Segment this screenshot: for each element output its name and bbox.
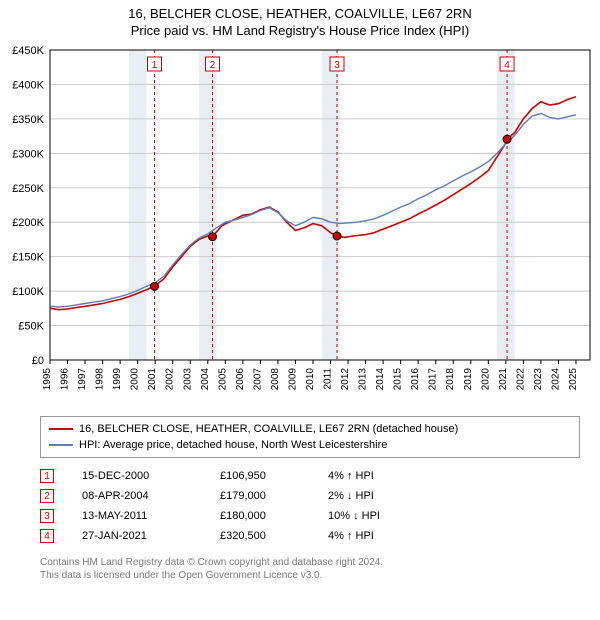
x-tick-label: 2012	[340, 368, 351, 391]
y-tick-label: £100K	[12, 286, 44, 298]
footer-line-2: This data is licensed under the Open Gov…	[40, 569, 580, 582]
legend-label: 16, BELCHER CLOSE, HEATHER, COALVILLE, L…	[79, 421, 458, 437]
sale-price: £179,000	[220, 490, 300, 502]
sale-date: 13-MAY-2011	[82, 510, 192, 522]
year-band	[129, 50, 147, 360]
legend-row: 16, BELCHER CLOSE, HEATHER, COALVILLE, L…	[49, 421, 571, 437]
x-tick-label: 2017	[428, 368, 439, 391]
x-tick-label: 2024	[550, 368, 561, 391]
y-tick-label: £150K	[12, 252, 44, 264]
sale-point	[150, 282, 158, 290]
sale-point	[209, 233, 217, 241]
sales-row: 1 15-DEC-2000 £106,950 4% ↑ HPI	[40, 466, 580, 486]
x-tick-label: 2008	[270, 368, 281, 391]
sale-marker: 2	[40, 489, 54, 503]
sales-row: 4 27-JAN-2021 £320,500 4% ↑ HPI	[40, 526, 580, 546]
x-tick-label: 2018	[445, 368, 456, 391]
x-tick-label: 2014	[375, 368, 386, 391]
sale-price: £180,000	[220, 510, 300, 522]
footer-line-1: Contains HM Land Registry data © Crown c…	[40, 556, 580, 569]
chart-container: 16, BELCHER CLOSE, HEATHER, COALVILLE, L…	[0, 0, 600, 582]
sale-date: 08-APR-2004	[82, 490, 192, 502]
sale-delta: 4% ↑ HPI	[328, 470, 428, 482]
sale-marker-number: 4	[504, 60, 510, 71]
x-tick-label: 1999	[112, 368, 123, 391]
sale-delta: 10% ↓ HPI	[328, 510, 428, 522]
x-tick-label: 2011	[323, 368, 334, 390]
year-band	[322, 50, 340, 360]
x-tick-label: 1997	[77, 368, 88, 391]
sale-marker-number: 2	[210, 60, 216, 71]
y-tick-label: £400K	[12, 79, 44, 91]
y-tick-label: £0	[32, 355, 44, 367]
x-tick-label: 1996	[60, 368, 71, 391]
title-line-2: Price paid vs. HM Land Registry's House …	[0, 23, 600, 38]
title-line-1: 16, BELCHER CLOSE, HEATHER, COALVILLE, L…	[0, 6, 600, 21]
x-tick-label: 2006	[235, 368, 246, 391]
chart-area: £0 £50K £100K £150K £200K £250K £300K £350K £400…	[0, 40, 600, 410]
sales-row: 3 13-MAY-2011 £180,000 10% ↓ HPI	[40, 506, 580, 526]
x-tick-label: 2020	[480, 368, 491, 391]
x-tick-label: 2005	[217, 368, 228, 391]
sale-point	[503, 135, 511, 143]
legend-row: HPI: Average price, detached house, Nort…	[49, 437, 571, 453]
chart-svg: £0 £50K £100K £150K £200K £250K £300K £350K £400…	[0, 40, 600, 410]
x-tick-label: 1998	[95, 368, 106, 391]
y-tick-label: £450K	[12, 45, 44, 57]
sale-marker: 4	[40, 529, 54, 543]
sales-row: 2 08-APR-2004 £179,000 2% ↓ HPI	[40, 486, 580, 506]
sale-price: £320,500	[220, 530, 300, 542]
sale-delta: 4% ↑ HPI	[328, 530, 428, 542]
sales-table: 1 15-DEC-2000 £106,950 4% ↑ HPI 2 08-APR-2004…	[40, 466, 580, 546]
x-tick-label: 2010	[305, 368, 316, 391]
x-tick-label: 2002	[165, 368, 176, 391]
x-tick-label: 2007	[252, 368, 263, 391]
title-block: 16, BELCHER CLOSE, HEATHER, COALVILLE, L…	[0, 0, 600, 40]
sale-marker: 1	[40, 469, 54, 483]
sale-point	[333, 232, 341, 240]
x-tick-label: 2021	[498, 368, 509, 391]
y-tick-label: £200K	[12, 217, 44, 229]
legend-swatch	[49, 428, 73, 430]
x-tick-label: 2025	[568, 368, 579, 391]
legend: 16, BELCHER CLOSE, HEATHER, COALVILLE, L…	[40, 416, 580, 458]
x-tick-label: 2022	[515, 368, 526, 391]
footer: Contains HM Land Registry data © Crown c…	[40, 556, 580, 582]
year-band	[199, 50, 217, 360]
legend-swatch	[49, 444, 73, 446]
sale-date: 15-DEC-2000	[82, 470, 192, 482]
year-band	[497, 50, 515, 360]
sale-marker-number: 1	[152, 60, 158, 71]
sale-marker: 3	[40, 509, 54, 523]
x-tick-label: 2019	[463, 368, 474, 391]
x-tick-label: 2003	[182, 368, 193, 391]
x-tick-label: 1995	[42, 368, 53, 391]
sale-date: 27-JAN-2021	[82, 530, 192, 542]
x-tick-label: 2015	[393, 368, 404, 391]
y-tick-label: £50K	[18, 321, 44, 333]
sale-price: £106,950	[220, 470, 300, 482]
x-tick-label: 2013	[358, 368, 369, 391]
x-tick-label: 2001	[147, 368, 158, 391]
y-tick-label: £350K	[12, 114, 44, 126]
sale-marker-number: 3	[334, 60, 340, 71]
x-tick-label: 2000	[130, 368, 141, 391]
y-tick-label: £300K	[12, 148, 44, 160]
y-tick-label: £250K	[12, 183, 44, 195]
x-tick-label: 2023	[533, 368, 544, 391]
x-tick-label: 2016	[410, 368, 421, 391]
x-tick-label: 2004	[200, 368, 211, 391]
x-tick-label: 2009	[287, 368, 298, 391]
sale-delta: 2% ↓ HPI	[328, 490, 428, 502]
legend-label: HPI: Average price, detached house, Nort…	[79, 437, 387, 453]
